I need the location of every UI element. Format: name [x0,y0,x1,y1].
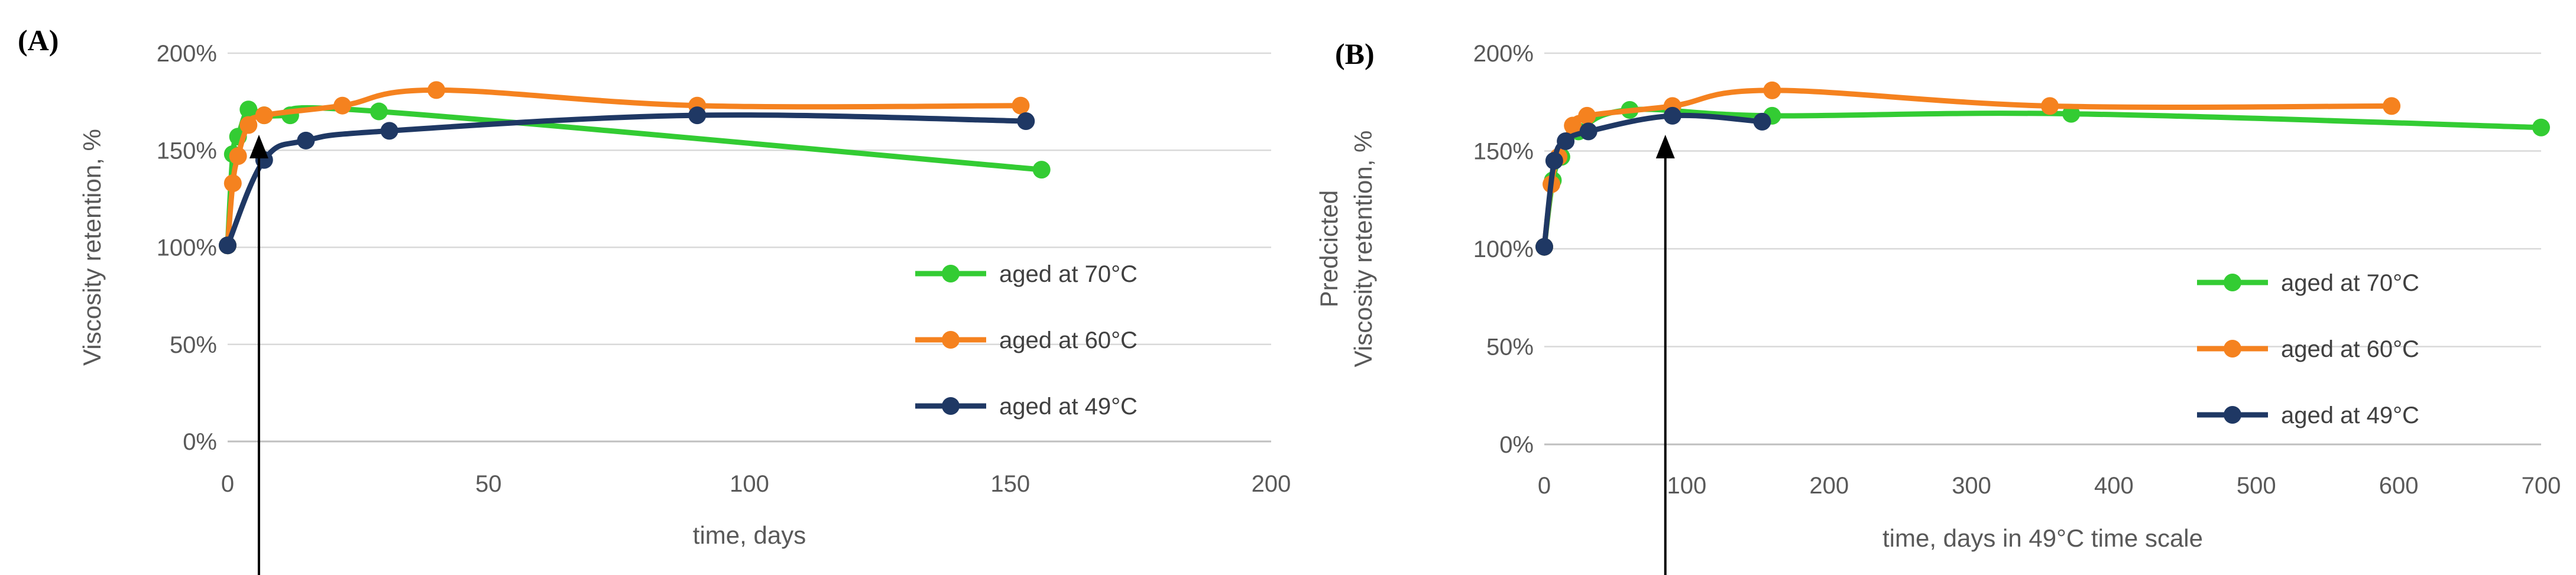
arrow-annotation [1655,135,1675,575]
panel-label: (A) [18,24,59,57]
data-point [1579,122,1598,141]
data-point [239,116,258,134]
data-point [223,174,242,193]
y-tick-label: 0% [183,429,217,455]
series-line [1541,112,1765,250]
series-2 [1535,106,1771,256]
data-point [1535,238,1553,256]
legend-item: aged at 49°C [2197,402,2419,428]
y-axis-title: Viscosity retention, % [78,129,106,366]
legend-label: aged at 70°C [999,261,1138,287]
data-point [380,122,398,140]
legend-label: aged at 70°C [2281,270,2419,296]
y-axis-title: Viscosity retention, % [1349,131,1377,368]
legend: aged at 70°C aged at 60°C aged at 49°C [915,261,1138,420]
data-point [427,81,445,99]
panel-a: (A) 0% 50% 100% 150% 200% 0 50 100 150 200 time, da… [18,24,1291,575]
series-line [1541,106,2544,250]
data-point [2383,97,2401,115]
x-tick-label: 500 [2237,473,2276,499]
series-1 [219,81,1030,255]
arrow-head [249,135,268,158]
arrow-annotation [249,135,268,575]
x-tick-label: 100 [1667,473,1706,499]
legend-swatch-marker [942,265,960,282]
data-point [1545,152,1563,170]
y-axis-title: Predcicted [1315,190,1343,307]
arrow-head [1655,135,1675,158]
legend-swatch-marker [2224,406,2241,424]
legend-item: aged at 60°C [915,327,1138,353]
legend-swatch-marker [2224,274,2241,291]
x-axis-title: time, days [693,521,806,549]
data-point [1578,106,1596,125]
data-point [229,147,247,165]
data-point [1663,106,1681,125]
data-point [1763,81,1781,99]
legend-label: aged at 60°C [999,327,1138,353]
y-tick-label: 50% [1486,334,1534,360]
legend-item: aged at 70°C [2197,270,2419,296]
y-tick-label: 50% [170,332,217,358]
data-point [1032,161,1051,179]
data-point [2062,105,2081,123]
legend-item: aged at 70°C [915,261,1138,287]
y-tick-label: 150% [157,138,217,164]
x-axis-title: time, days in 49°C time scale [1882,524,2203,552]
x-tick-label: 600 [2379,473,2419,499]
data-point [297,131,315,150]
x-tick-label: 700 [2522,473,2561,499]
x-tick-label: 150 [990,471,1030,497]
y-tick-label: 200% [157,41,217,67]
data-point [1564,116,1582,135]
y-tick-label: 100% [1473,236,1534,262]
y-tick-label: 100% [157,235,217,261]
x-tick-label: 50 [475,471,502,497]
data-point [1753,112,1771,131]
data-point [219,236,236,255]
x-tick-label: 400 [2094,473,2134,499]
legend-swatch-marker [2224,340,2241,358]
legend-item: aged at 60°C [2197,336,2419,362]
y-tick-label: 0% [1499,432,1534,458]
legend: aged at 70°C aged at 60°C aged at 49°C [2197,270,2419,428]
series-2 [219,106,1035,255]
x-tick-label: 100 [730,471,769,497]
data-point [239,100,258,119]
x-tick-label: 0 [1538,473,1551,499]
data-point [2041,97,2059,115]
data-point [688,106,707,125]
data-point [2532,118,2550,137]
x-tick-label: 200 [1809,473,1849,499]
x-tick-label: 0 [221,471,234,497]
data-point [255,106,273,125]
legend-swatch-marker [942,331,960,349]
series-line [225,105,1045,248]
x-tick-label: 300 [1952,473,1991,499]
data-point [1557,132,1575,150]
legend-swatch-marker [942,397,960,415]
panel-b: (B) 0% 50% 100% 150% 200% 0 100 200 300 400 500 600 7… [1315,37,2561,575]
series-0 [219,100,1051,255]
legend-label: aged at 49°C [2281,402,2419,428]
legend-label: aged at 49°C [999,394,1138,420]
panel-label: (B) [1335,37,1375,70]
series-0 [1535,100,2550,256]
y-tick-label: 150% [1473,139,1534,165]
legend-item: aged at 49°C [915,394,1138,420]
y-tick-label: 200% [1473,41,1534,67]
x-tick-label: 200 [1252,471,1291,497]
legend-label: aged at 60°C [2281,336,2419,362]
data-point [333,96,352,115]
data-point [1017,112,1035,130]
data-point [370,102,388,121]
data-point [1012,96,1030,115]
